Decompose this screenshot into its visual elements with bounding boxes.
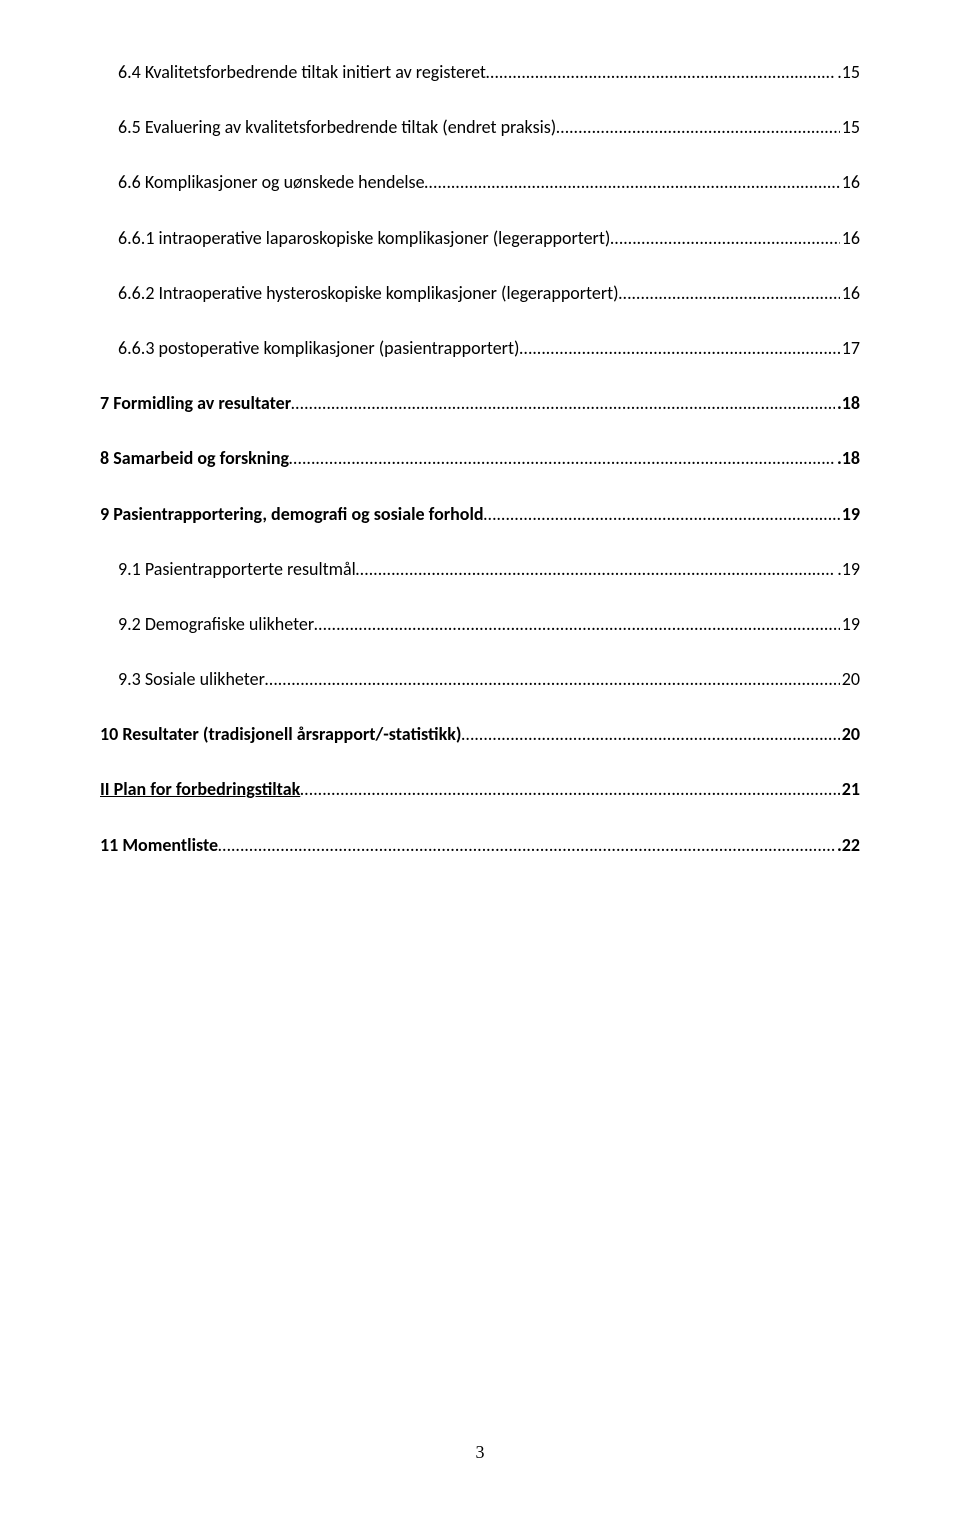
toc-entry: II Plan for forbedringstiltak 21 xyxy=(100,777,860,802)
toc-entry-text: 9.1 Pasientrapporterte resultmål xyxy=(100,557,356,582)
toc-leader-dots xyxy=(291,391,835,416)
toc-entry-page: 15 xyxy=(840,115,860,140)
toc-entry-page: .19 xyxy=(835,557,860,582)
toc-leader-dots xyxy=(486,60,835,85)
toc-entry-page: 16 xyxy=(840,170,860,195)
toc-leader-dots xyxy=(519,336,839,361)
toc-entry-page: 19 xyxy=(840,502,860,527)
toc-entry-page: .15 xyxy=(835,60,860,85)
toc-leader-dots xyxy=(556,115,840,140)
toc-leader-dots xyxy=(425,170,840,195)
toc-entry-page: .18 xyxy=(835,391,860,416)
toc-entry-text: 6.6.2 Intraoperative hysteroskopiske kom… xyxy=(100,281,619,306)
toc-entry: 6.6.1 intraoperative laparoskopiske komp… xyxy=(100,226,860,251)
toc-entry: 7 Formidling av resultater .18 xyxy=(100,391,860,416)
toc-entry-text: 7 Formidling av resultater xyxy=(100,391,291,416)
toc-entry: 6.6.2 Intraoperative hysteroskopiske kom… xyxy=(100,281,860,306)
toc-entry-text: 6.5 Evaluering av kvalitetsforbedrende t… xyxy=(100,115,556,140)
toc-entry: 8 Samarbeid og forskning .18 xyxy=(100,446,860,471)
toc-entry-page: 16 xyxy=(840,281,860,306)
toc-entry-page: 20 xyxy=(840,722,860,747)
toc-leader-dots xyxy=(619,281,840,306)
toc-entry: 6.6.3 postoperative komplikasjoner (pasi… xyxy=(100,336,860,361)
toc-entry: 6.6 Komplikasjoner og uønskede hendelse 1… xyxy=(100,170,860,195)
toc-entry-text: 6.4 Kvalitetsforbedrende tiltak initiert… xyxy=(100,60,486,85)
toc-entry: 9.2 Demografiske ulikheter 19 xyxy=(100,612,860,637)
toc-entry: 9.3 Sosiale ulikheter 20 xyxy=(100,667,860,692)
toc-entry-page: .18 xyxy=(835,446,860,471)
toc-leader-dots xyxy=(289,446,835,471)
toc-entry-text: 8 Samarbeid og forskning xyxy=(100,446,289,471)
table-of-contents: 6.4 Kvalitetsforbedrende tiltak initiert… xyxy=(100,60,860,858)
toc-entry-text: 11 Momentliste xyxy=(100,833,218,858)
toc-entry-page: 19 xyxy=(840,612,860,637)
document-page: 6.4 Kvalitetsforbedrende tiltak initiert… xyxy=(0,0,960,1513)
toc-leader-dots xyxy=(610,226,839,251)
toc-entry-text: 9.3 Sosiale ulikheter xyxy=(100,667,265,692)
toc-entry-page: .22 xyxy=(835,833,860,858)
toc-leader-dots xyxy=(314,612,840,637)
toc-entry-text: 9.2 Demografiske ulikheter xyxy=(100,612,314,637)
toc-entry-text: 9 Pasientrapportering, demografi og sosi… xyxy=(100,502,484,527)
toc-entry: 10 Resultater (tradisjonell årsrapport/-… xyxy=(100,722,860,747)
toc-leader-dots xyxy=(356,557,835,582)
toc-entry-text: II Plan for forbedringstiltak xyxy=(100,777,300,802)
toc-entry: 6.5 Evaluering av kvalitetsforbedrende t… xyxy=(100,115,860,140)
toc-leader-dots xyxy=(300,777,839,802)
toc-entry-text: 6.6 Komplikasjoner og uønskede hendelse xyxy=(100,170,425,195)
toc-leader-dots xyxy=(265,667,840,692)
toc-leader-dots xyxy=(484,502,840,527)
toc-leader-dots xyxy=(461,722,839,747)
toc-entry-text: 10 Resultater (tradisjonell årsrapport/-… xyxy=(100,722,461,747)
toc-entry: 6.4 Kvalitetsforbedrende tiltak initiert… xyxy=(100,60,860,85)
toc-entry: 9.1 Pasientrapporterte resultmål .19 xyxy=(100,557,860,582)
toc-entry-page: 21 xyxy=(840,777,860,802)
toc-entry-page: 20 xyxy=(840,667,860,692)
toc-entry-text: 6.6.3 postoperative komplikasjoner (pasi… xyxy=(100,336,519,361)
toc-entry-text: 6.6.1 intraoperative laparoskopiske komp… xyxy=(100,226,610,251)
toc-entry-page: 17 xyxy=(840,336,860,361)
toc-entry: 11 Momentliste .22 xyxy=(100,833,860,858)
page-number: 3 xyxy=(0,1442,960,1463)
toc-leader-dots xyxy=(218,833,835,858)
toc-entry: 9 Pasientrapportering, demografi og sosi… xyxy=(100,502,860,527)
toc-entry-page: 16 xyxy=(840,226,860,251)
